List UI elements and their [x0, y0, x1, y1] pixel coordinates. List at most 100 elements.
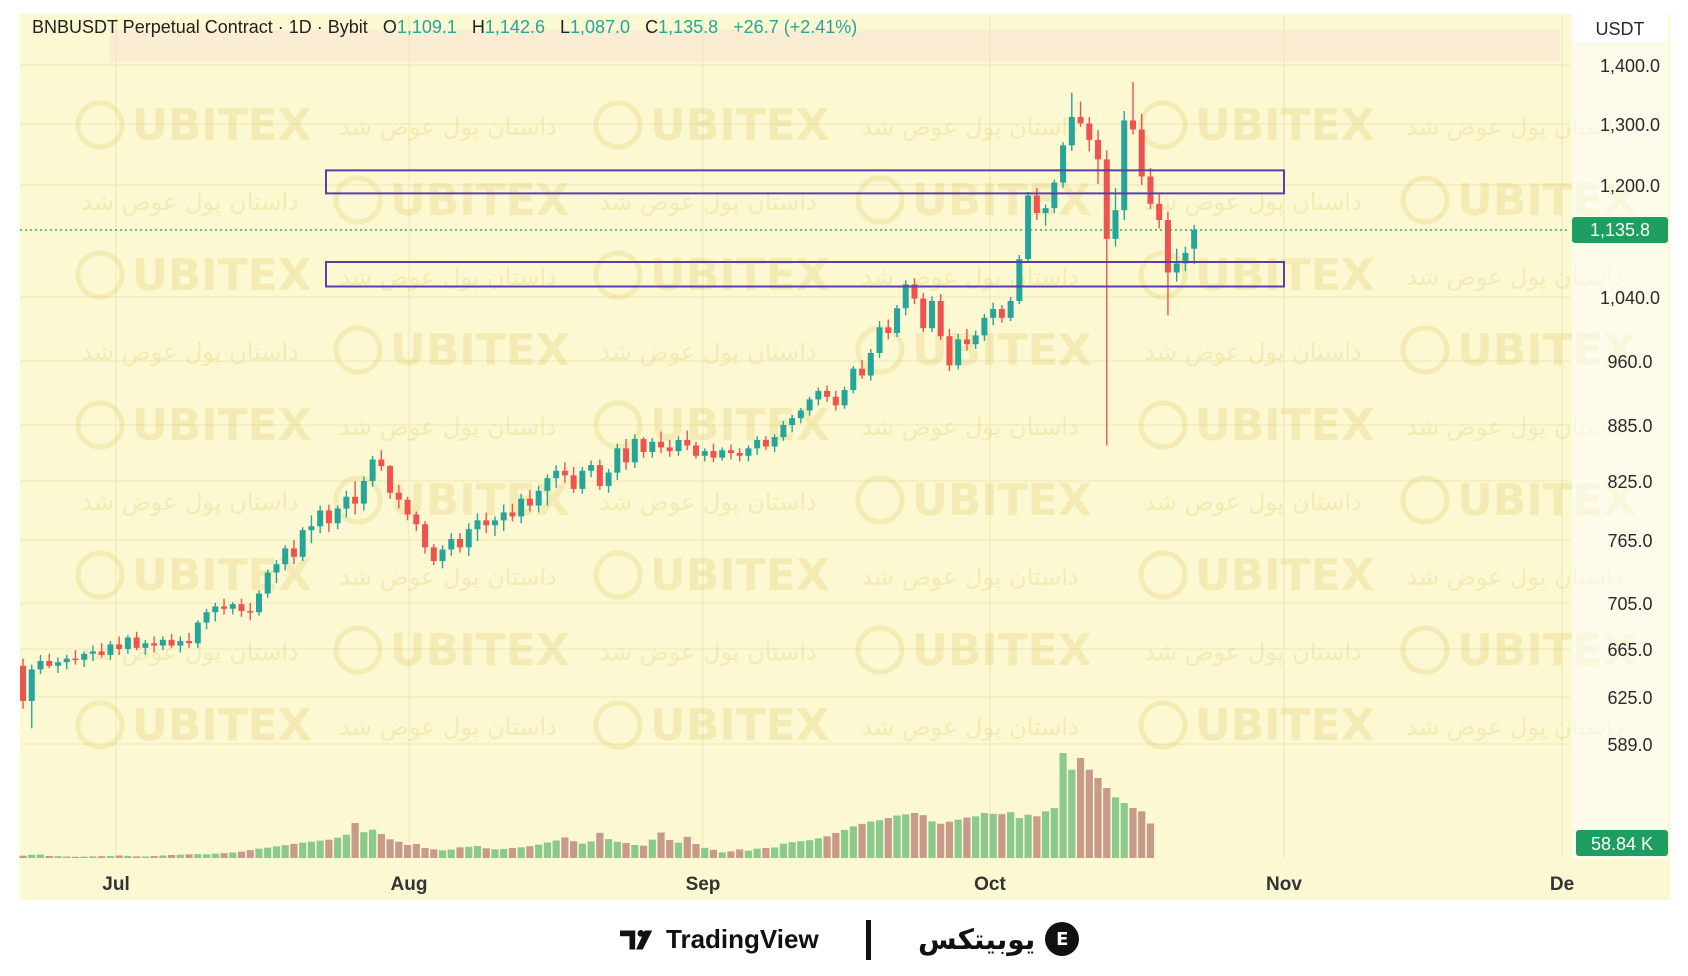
candle — [736, 448, 743, 462]
volume-bar — [45, 856, 53, 858]
volume-bar — [1076, 758, 1085, 858]
volume-bar — [307, 841, 316, 858]
watermark-tagline-text: داستان پول عوض شد — [599, 488, 817, 516]
symbol-label: BNBUSDT Perpetual Contract · 1D · Bybit — [32, 17, 368, 37]
volume-bar — [1015, 818, 1023, 858]
candle — [238, 598, 245, 617]
candle — [727, 444, 734, 460]
time-tick-label: De — [1550, 874, 1574, 895]
legend-header: BNBUSDT Perpetual Contract · 1D · Bybit … — [32, 17, 857, 37]
candle — [789, 414, 796, 433]
candle — [1068, 92, 1075, 151]
volume-bar — [369, 829, 377, 858]
time-tick-label: Aug — [391, 874, 428, 895]
candle — [299, 527, 306, 561]
candle — [518, 493, 525, 524]
volume-bar — [849, 826, 857, 858]
volume-bar — [858, 823, 866, 858]
volume-bar — [202, 854, 211, 858]
candle — [177, 636, 184, 653]
volume-bar — [63, 856, 71, 858]
candle — [282, 545, 289, 571]
volume-bar — [604, 839, 613, 858]
header-tint — [110, 30, 1560, 62]
volume-bar — [377, 834, 385, 858]
watermark-logo: UBITEX — [855, 175, 1092, 226]
candle — [894, 305, 900, 337]
candle — [963, 329, 970, 351]
candle — [264, 569, 271, 598]
low-label: L — [560, 17, 570, 37]
candle — [46, 653, 53, 669]
candle — [649, 438, 656, 458]
time-axis-bg — [20, 862, 1670, 900]
candle — [1095, 130, 1102, 184]
candle — [89, 645, 96, 661]
volume-bar — [797, 841, 805, 858]
watermark-brand-text: UBITEX — [650, 100, 830, 151]
volume-bar — [421, 848, 429, 858]
price-chart[interactable]: UBITEX UBITEX UBITEX داستان پول عوض شد داستا… — [0, 0, 1688, 900]
watermark-tagline-text: داستان پول عوض شد — [861, 113, 1079, 141]
candle — [98, 643, 105, 658]
volume-bar — [963, 817, 971, 858]
time-tick-label: Oct — [974, 874, 1006, 895]
candle — [107, 640, 114, 660]
candle — [1138, 113, 1145, 185]
ubitex-logo-icon: E — [1045, 922, 1080, 956]
volume-bar — [639, 845, 648, 858]
volume-bar — [692, 844, 700, 858]
watermark-tagline-text: داستان پول عوض شد — [861, 563, 1079, 591]
candle — [841, 386, 848, 409]
candle — [1156, 192, 1163, 229]
watermark-logo: UBITEX — [593, 700, 830, 751]
price-tick-label: 625.0 — [1607, 688, 1652, 708]
candle — [815, 387, 822, 406]
volume-bar — [124, 855, 132, 858]
volume-bar — [832, 833, 840, 858]
volume-bar — [299, 842, 307, 858]
time-axis[interactable]: Jul Aug Sep Oct Nov De — [20, 862, 1670, 900]
watermark-tagline-text: داستان پول عوض شد — [81, 488, 299, 516]
price-axis[interactable]: 1,400.0 1,300.0 1,200.0 1,040.0 960.0 885.0 82… — [1572, 42, 1668, 860]
volume-bar — [229, 852, 237, 858]
candle — [1016, 255, 1023, 305]
volume-bar — [1111, 797, 1120, 858]
candle — [780, 420, 787, 441]
candle — [1042, 204, 1049, 226]
last-price-text: 1,135.8 — [1590, 220, 1650, 240]
candle — [596, 459, 603, 490]
candle — [1060, 142, 1067, 188]
price-tick-label: 885.0 — [1607, 416, 1652, 436]
zone-support-box[interactable] — [325, 261, 1285, 288]
volume-bar — [115, 855, 123, 858]
volume-bar — [875, 820, 884, 858]
volume-bar — [972, 816, 980, 858]
volume-value-text: 58.84 K — [1591, 834, 1653, 854]
volume-bar — [1059, 753, 1067, 858]
price-tick-label: 765.0 — [1607, 531, 1652, 551]
volume-bar — [1129, 808, 1137, 858]
time-tick-label: Jul — [102, 874, 129, 895]
candle — [1147, 167, 1154, 209]
watermark-logo: UBITEX — [333, 325, 570, 376]
zone-resistance-box[interactable] — [325, 169, 1285, 195]
candle — [754, 436, 761, 455]
candle — [806, 396, 813, 416]
watermark-tagline-text: داستان پول عوض شد — [1144, 338, 1362, 366]
open-value: 1,109.1 — [397, 17, 457, 37]
watermark-tagline-text: داستان پول عوض شد — [81, 188, 299, 216]
volume-bar — [325, 839, 333, 858]
watermark-logo: UBITEX — [333, 175, 570, 226]
candle — [832, 390, 839, 411]
candle — [719, 447, 726, 461]
watermark-brand-text: UBITEX — [912, 475, 1092, 526]
candle — [28, 664, 35, 729]
watermark-tagline-text: داستان پول عوض شد — [1144, 638, 1362, 666]
candle — [1025, 192, 1032, 262]
volume-bar — [465, 846, 473, 858]
candle — [1129, 82, 1136, 135]
volume-bar — [237, 851, 246, 858]
volume-bar — [1041, 811, 1050, 858]
tradingview-wordmark: TradingView — [666, 924, 819, 954]
